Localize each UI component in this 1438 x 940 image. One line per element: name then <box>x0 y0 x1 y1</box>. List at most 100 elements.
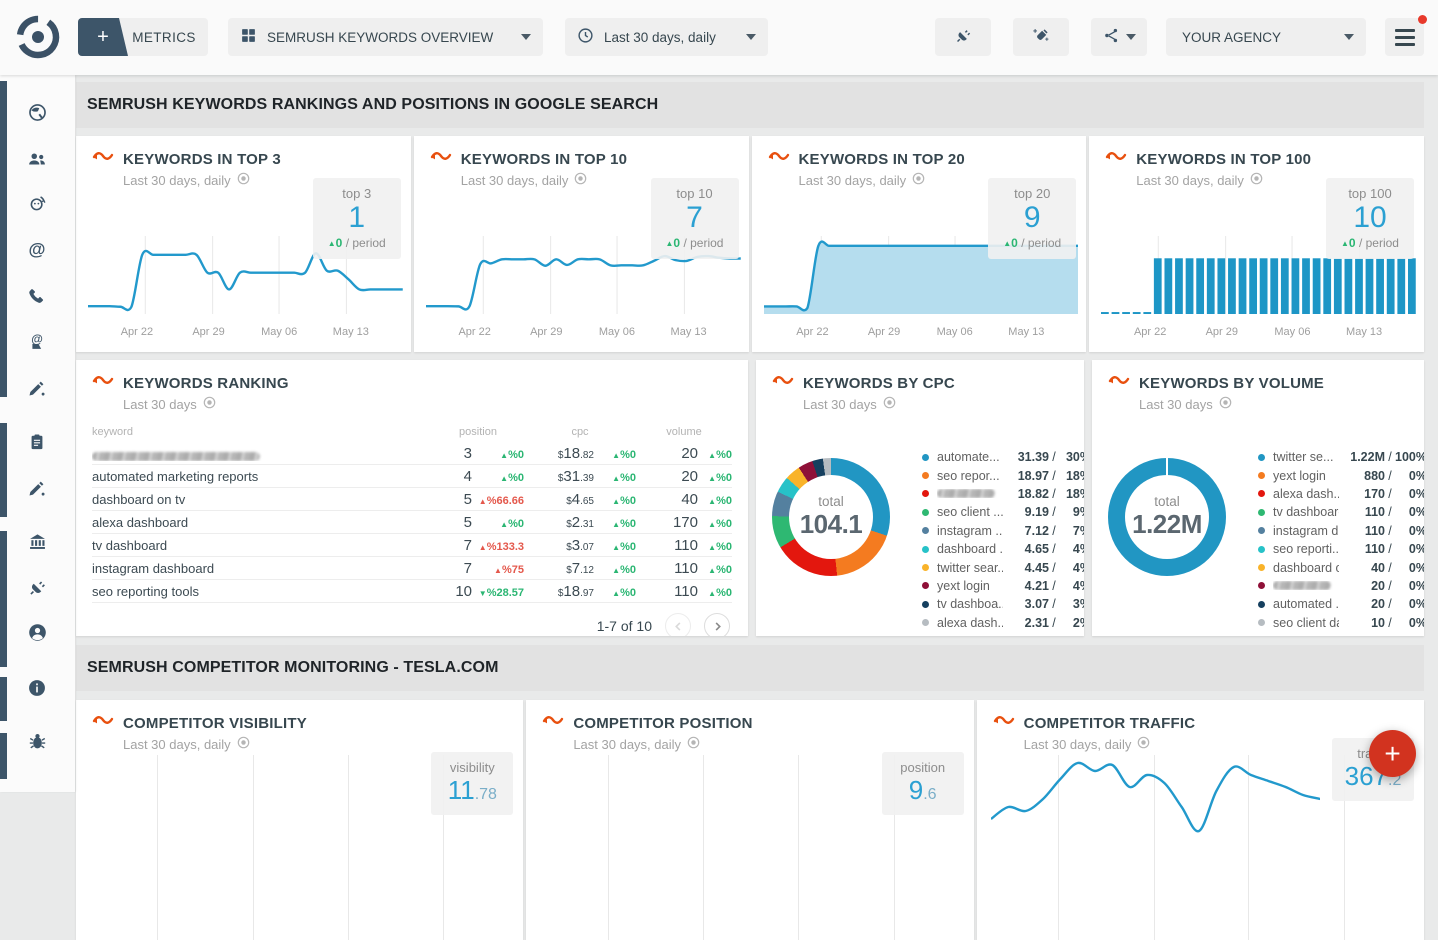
sidebar-item-bank[interactable] <box>23 530 51 558</box>
keywords-detail-row: KEYWORDS RANKING Last 30 days keyword po… <box>76 360 1424 636</box>
change-value: ▲%0 <box>500 517 524 530</box>
bar-chart <box>1101 236 1416 314</box>
x-axis-label: May 13 <box>1008 326 1045 338</box>
legend-label: yext login <box>937 578 990 593</box>
sidebar-item-account[interactable] <box>23 621 51 649</box>
add-widget-fab[interactable]: + <box>1369 730 1416 777</box>
legend-percent: 0% <box>1408 578 1424 593</box>
legend-dot <box>1258 527 1265 535</box>
donut-total-value: 104.1 <box>799 509 863 539</box>
sidebar-item-users[interactable] <box>23 147 51 175</box>
table-row: seo reporting tools 10 ▼%28.57 $18.97 ▲%0 110… <box>92 580 732 603</box>
stat-value: 10 <box>1353 201 1387 234</box>
sidebar-item-bug[interactable] <box>23 730 51 758</box>
main-menu-button[interactable] <box>1385 18 1424 56</box>
stat-label: visibility <box>449 760 495 775</box>
legend-label: alexa dash... <box>1273 486 1339 501</box>
legend-percent: 3% <box>1072 597 1084 612</box>
x-axis-label: May 06 <box>936 326 973 338</box>
x-axis-label: May 06 <box>1274 326 1311 338</box>
legend-value: 20 <box>1371 597 1385 612</box>
app-logo[interactable] <box>12 11 64 63</box>
sidebar-item-globe[interactable] <box>23 101 51 129</box>
stat-value: 9 <box>1023 201 1041 234</box>
cpc-value: $3.07 <box>566 536 594 554</box>
sidebar-group-indicator <box>0 81 7 397</box>
legend-value: 7.12 <box>1024 523 1049 538</box>
x-axis-label: Apr 22 <box>1133 326 1167 338</box>
sidebar-item-engagement[interactable]: @ <box>23 330 51 358</box>
stat-label: top 10 <box>676 186 713 201</box>
table-pagination: 1-7 of 10 <box>92 613 730 636</box>
line-chart <box>88 236 403 314</box>
legend-item: instagram d...110/0% <box>1258 522 1424 540</box>
legend-item: seo client ...9.19/9% <box>922 503 1084 521</box>
share-button[interactable] <box>1091 18 1147 56</box>
theme-button[interactable] <box>1013 18 1069 56</box>
keywords_in_top_3-card: KEYWORDS IN TOP 3 Last 30 days, daily top … <box>76 136 411 352</box>
card-subtitle: Last 30 days <box>803 396 877 412</box>
legend-value: 4.21 <box>1024 578 1049 593</box>
integrations-button[interactable] <box>935 18 991 56</box>
change-value: ▲%0 <box>708 471 732 484</box>
change-value: ▲%0 <box>708 494 732 507</box>
legend-label: seo reporti... <box>1273 542 1339 557</box>
x-axis-label: May 06 <box>598 326 635 338</box>
volume-value: 20 <box>681 467 698 485</box>
target-icon <box>1219 396 1232 412</box>
sidebar-item-notes[interactable] <box>23 476 51 504</box>
volume-value: 40 <box>681 490 698 508</box>
change-value: ▲%0 <box>612 563 636 576</box>
keywords_in_top_20-card: KEYWORDS IN TOP 20 Last 30 days, daily top… <box>751 136 1087 352</box>
competitor-cards-row: COMPETITOR VISIBILITY Last 30 days, daily… <box>76 700 1424 940</box>
position-value: 10 <box>455 582 472 600</box>
keywords-by-cpc-card: KEYWORDS BY CPC Last 30 days total 104.1… <box>756 360 1084 636</box>
sidebar-item-info[interactable] <box>23 676 51 704</box>
x-axis-label: Apr 22 <box>120 326 154 338</box>
legend-item: 18.82/18% <box>922 485 1084 503</box>
legend-percent: 0% <box>1408 615 1424 630</box>
section-header-competitors: SEMRUSH COMPETITOR MONITORING - TESLA.CO… <box>76 645 1424 691</box>
keyword-label: automated marketing reports <box>92 468 259 484</box>
legend-item: dashboard ...4.65/4% <box>922 540 1084 558</box>
add-metrics-button[interactable]: + METRICS <box>78 18 208 56</box>
plug-icon <box>954 27 972 48</box>
stat-box: top 10 7 ▲0 / period <box>650 178 739 259</box>
card-title: KEYWORDS IN TOP 3 <box>123 150 281 168</box>
cpc-donut-chart: total 104.1 <box>772 458 890 576</box>
sidebar-item-audience[interactable] <box>23 192 51 220</box>
legend-percent: 0% <box>1408 468 1424 483</box>
pagination-prev-button[interactable] <box>665 613 691 636</box>
sidebar-item-reports[interactable] <box>23 430 51 458</box>
cpc-value: $2.31 <box>566 513 594 531</box>
pagination-label: 1-7 of 10 <box>596 618 652 634</box>
card-subtitle: Last 30 days, daily <box>573 736 682 752</box>
users-icon <box>26 148 48 175</box>
legend-label: yext login <box>1273 468 1326 483</box>
legend-dot <box>922 600 929 608</box>
legend-label: twitter se... <box>1273 450 1334 465</box>
svg-text:@: @ <box>29 239 46 259</box>
table-row: alexa dashboard 5 ▲%0 $2.31 ▲%0 170 ▲%0 <box>92 511 732 534</box>
semrush-icon <box>772 374 794 392</box>
sidebar-item-mentions[interactable]: @ <box>23 238 51 266</box>
cpc-legend: automate...31.39/30%seo repor...18.97/18… <box>922 448 1084 632</box>
pagination-next-button[interactable] <box>704 613 730 636</box>
position-value: 5 <box>463 513 472 531</box>
time-range-selector[interactable]: Last 30 days, daily <box>565 18 768 56</box>
target-icon <box>883 396 896 412</box>
target-icon <box>687 736 700 752</box>
stat-value: 11.78 <box>447 775 497 805</box>
sidebar-item-calls[interactable] <box>23 284 51 312</box>
x-axis-label: Apr 29 <box>530 326 563 338</box>
agency-selector[interactable]: YOUR AGENCY <box>1166 18 1366 56</box>
legend-percent: 9% <box>1072 505 1084 520</box>
dashboard-selector[interactable]: SEMRUSH KEYWORDS OVERVIEW <box>228 18 543 56</box>
stat-value: 9.6 <box>908 775 937 805</box>
keywords-metric-cards-row: KEYWORDS IN TOP 3 Last 30 days, daily top … <box>76 136 1424 352</box>
sidebar-item-integrations[interactable] <box>23 576 51 604</box>
volume-donut-chart: total 1.22M <box>1108 458 1226 576</box>
dashboard-selector-value: SEMRUSH KEYWORDS OVERVIEW <box>267 29 494 45</box>
sidebar-item-edit[interactable] <box>23 376 51 404</box>
